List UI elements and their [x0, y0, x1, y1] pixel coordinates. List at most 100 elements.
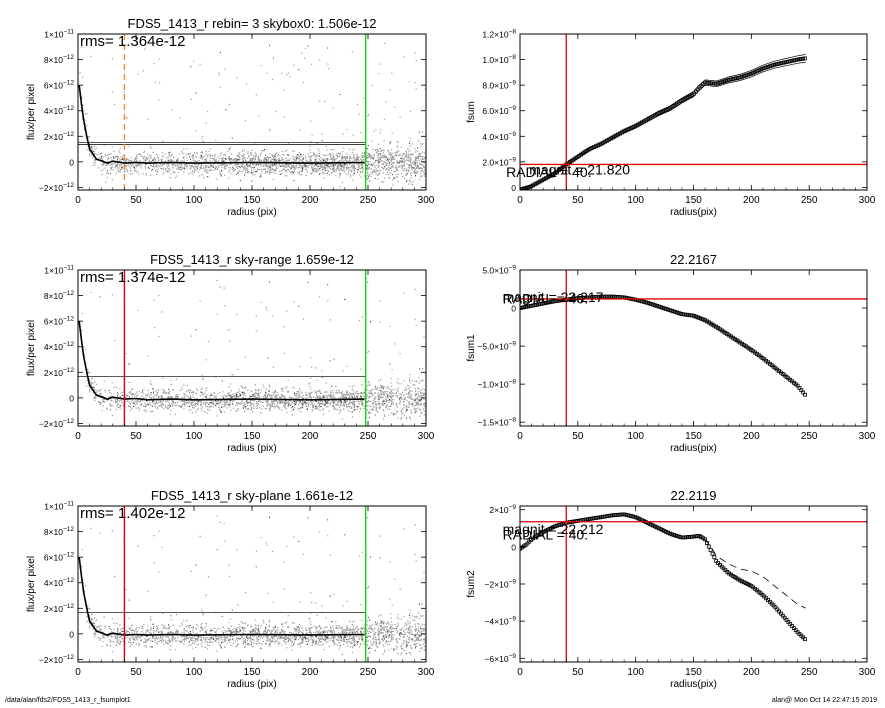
- scatter-point: [408, 183, 410, 185]
- scatter-point: [134, 403, 136, 406]
- scatter-point: [153, 299, 155, 301]
- scatter-point: [176, 175, 178, 177]
- scatter-point: [375, 173, 377, 175]
- scatter-point: [415, 160, 417, 163]
- scatter-point: [377, 150, 380, 152]
- scatter-point: [159, 164, 161, 166]
- scatter-point: [228, 148, 230, 150]
- scatter-point: [326, 155, 328, 157]
- scatter-point: [215, 165, 217, 167]
- scatter-point: [346, 393, 348, 395]
- scatter-point: [363, 155, 365, 157]
- scatter-point: [343, 156, 345, 159]
- scatter-point: [347, 173, 349, 175]
- scatter-point: [283, 165, 285, 168]
- scatter-point: [253, 400, 255, 402]
- scatter-point: [147, 153, 149, 155]
- scatter-point: [396, 146, 398, 148]
- scatter-point: [200, 152, 202, 154]
- scatter-point: [171, 167, 174, 169]
- scatter-point: [236, 77, 238, 79]
- scatter-point: [294, 395, 296, 397]
- scatter-point: [183, 159, 185, 161]
- scatter-point: [226, 395, 228, 397]
- scatter-point: [148, 167, 150, 169]
- scatter-point: [277, 397, 279, 400]
- scatter-point: [255, 153, 257, 155]
- scatter-point: [312, 404, 314, 407]
- scatter-point: [383, 392, 385, 394]
- scatter-point: [268, 386, 271, 388]
- scatter-point: [242, 405, 244, 407]
- scatter-point: [246, 169, 248, 171]
- scatter-point: [265, 157, 267, 159]
- scatter-point: [186, 402, 188, 404]
- scatter-point: [342, 150, 344, 153]
- scatter-point: [95, 147, 98, 149]
- scatter-point: [283, 395, 285, 397]
- scatter-point: [332, 401, 334, 403]
- scatter-point: [280, 165, 282, 167]
- scatter-point: [302, 318, 305, 320]
- scatter-point: [200, 388, 202, 390]
- scatter-point: [212, 166, 214, 168]
- scatter-point: [247, 389, 249, 391]
- scatter-point: [326, 163, 328, 165]
- scatter-point: [382, 404, 384, 407]
- scatter-point: [161, 401, 163, 403]
- scatter-point: [355, 395, 358, 398]
- scatter-point: [408, 160, 410, 162]
- scatter-point: [397, 180, 399, 183]
- scatter-point: [394, 177, 396, 180]
- scatter-point: [326, 158, 328, 160]
- scatter-point: [164, 167, 166, 170]
- scatter-point: [329, 402, 331, 404]
- scatter-point: [241, 155, 243, 157]
- scatter-point: [140, 155, 143, 157]
- scatter-point: [316, 154, 318, 156]
- scatter-point: [413, 162, 415, 164]
- scatter-point: [423, 157, 425, 159]
- scatter-point: [205, 160, 207, 162]
- scatter-point: [189, 401, 191, 403]
- scatter-point: [122, 158, 124, 160]
- scatter-point: [381, 156, 383, 158]
- scatter-point: [129, 392, 131, 395]
- scatter-point: [143, 409, 145, 412]
- scatter-point: [368, 392, 370, 394]
- scatter-point: [421, 411, 423, 414]
- scatter-point: [364, 405, 366, 407]
- scatter-point: [321, 164, 323, 166]
- scatter-point: [372, 163, 374, 165]
- scatter-point: [321, 398, 324, 400]
- scatter-point: [218, 72, 220, 74]
- scatter-point: [168, 403, 171, 405]
- scatter-point: [297, 154, 299, 156]
- scatter-point: [331, 172, 333, 175]
- scatter-point: [111, 178, 114, 181]
- scatter-point: [104, 153, 106, 155]
- scatter-point: [338, 153, 340, 155]
- scatter-point: [346, 396, 348, 399]
- scatter-point: [81, 46, 83, 49]
- scatter-point: [265, 396, 268, 398]
- scatter-point: [279, 155, 281, 157]
- scatter-point: [228, 103, 231, 106]
- scatter-point: [255, 407, 257, 409]
- scatter-point: [219, 52, 221, 54]
- scatter-point: [393, 399, 395, 401]
- scatter-point: [229, 401, 231, 403]
- scatter-point: [255, 171, 257, 173]
- scatter-point: [172, 400, 174, 402]
- scatter-point: [296, 394, 299, 396]
- scatter-point: [265, 397, 267, 399]
- scatter-point: [409, 173, 412, 175]
- scatter-point: [401, 159, 404, 162]
- scatter-point: [258, 115, 260, 117]
- scatter-point: [346, 365, 348, 367]
- scatter-point: [392, 392, 394, 394]
- scatter-point: [111, 146, 113, 148]
- scatter-point: [235, 396, 238, 398]
- scatter-point: [315, 405, 318, 407]
- scatter-point: [387, 167, 389, 169]
